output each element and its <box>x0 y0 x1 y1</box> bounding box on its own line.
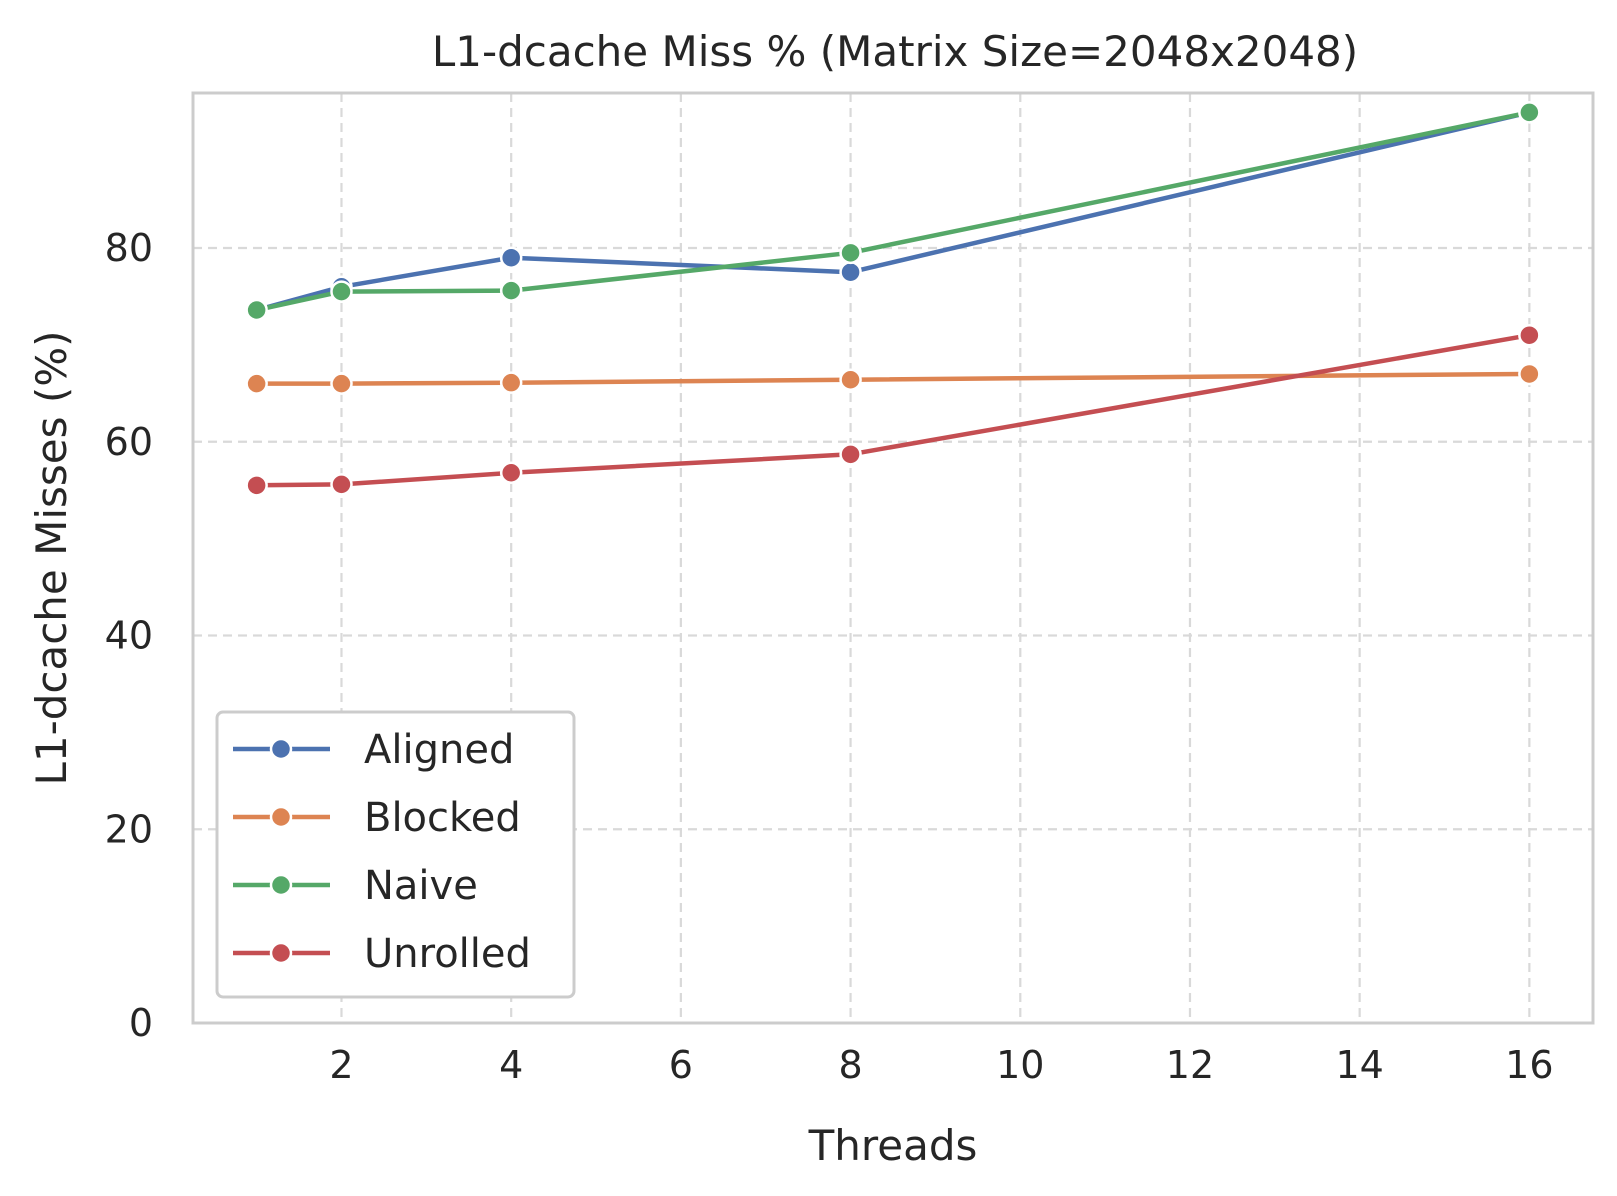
legend-swatch-marker <box>269 941 293 965</box>
legend-item-naive: Naive <box>233 863 478 909</box>
data-point-naive <box>330 280 353 303</box>
y-tick-label: 0 <box>129 1001 153 1045</box>
data-point-unrolled <box>839 443 862 466</box>
series-layer <box>245 101 1541 497</box>
data-point-blocked <box>245 372 268 395</box>
data-point-naive <box>245 298 268 322</box>
series-line-aligned <box>254 110 1532 313</box>
data-point-aligned <box>839 260 862 284</box>
legend-label: Naive <box>364 863 478 909</box>
data-point-blocked <box>839 368 862 391</box>
x-tick-label: 8 <box>838 1043 862 1087</box>
x-tick-label: 14 <box>1335 1043 1383 1087</box>
data-point-blocked <box>499 371 523 394</box>
series-naive <box>245 101 1541 322</box>
series-aligned <box>245 101 1541 322</box>
plot-frame <box>191 91 1595 1025</box>
series-line-unrolled <box>254 332 1532 488</box>
series-unrolled <box>245 323 1541 497</box>
series-line-blocked <box>254 371 1532 386</box>
data-point-naive <box>839 241 862 265</box>
data-point-naive <box>499 279 523 302</box>
data-point-blocked <box>330 372 353 395</box>
legend-label: Unrolled <box>364 931 531 977</box>
x-tick-label: 16 <box>1505 1043 1553 1087</box>
x-axis-label: Threads <box>808 1121 978 1170</box>
legend-label: Blocked <box>364 795 521 841</box>
data-point-naive <box>1518 101 1541 124</box>
chart-title: L1-dcache Miss % (Matrix Size=2048x2048) <box>432 27 1358 76</box>
y-tick-label: 40 <box>105 614 153 658</box>
y-axis-ticks: 0 20 40 60 80 <box>105 226 153 1045</box>
y-axis-label: L1-dcache Misses (%) <box>27 330 76 785</box>
legend-swatch-marker <box>269 805 293 829</box>
legend: Aligned Blocked Naive Unrolled <box>215 710 576 999</box>
legend-swatch-marker <box>269 737 293 761</box>
data-point-blocked <box>1518 362 1541 386</box>
data-point-unrolled <box>330 473 353 496</box>
series-line-naive <box>254 110 1532 313</box>
data-point-unrolled <box>245 474 268 497</box>
y-tick-label: 20 <box>105 807 153 851</box>
x-tick-label: 12 <box>1166 1043 1214 1087</box>
legend-box <box>215 710 576 999</box>
legend-item-aligned: Aligned <box>233 727 514 773</box>
legend-item-unrolled: Unrolled <box>233 931 531 977</box>
legend-swatch-marker <box>269 873 293 897</box>
legend-item-blocked: Blocked <box>233 795 521 841</box>
data-point-unrolled <box>1518 323 1541 347</box>
data-point-unrolled <box>499 461 523 484</box>
data-point-aligned <box>499 246 523 269</box>
legend-label: Aligned <box>364 727 514 773</box>
x-tick-label: 2 <box>329 1043 353 1087</box>
y-tick-label: 60 <box>105 420 153 464</box>
y-tick-label: 80 <box>105 226 153 270</box>
series-blocked <box>245 362 1541 395</box>
x-tick-label: 4 <box>499 1043 523 1087</box>
x-axis-ticks: 2 4 6 8 10 12 14 16 <box>329 1043 1553 1087</box>
x-tick-label: 6 <box>669 1043 693 1087</box>
x-tick-label: 10 <box>996 1043 1044 1087</box>
